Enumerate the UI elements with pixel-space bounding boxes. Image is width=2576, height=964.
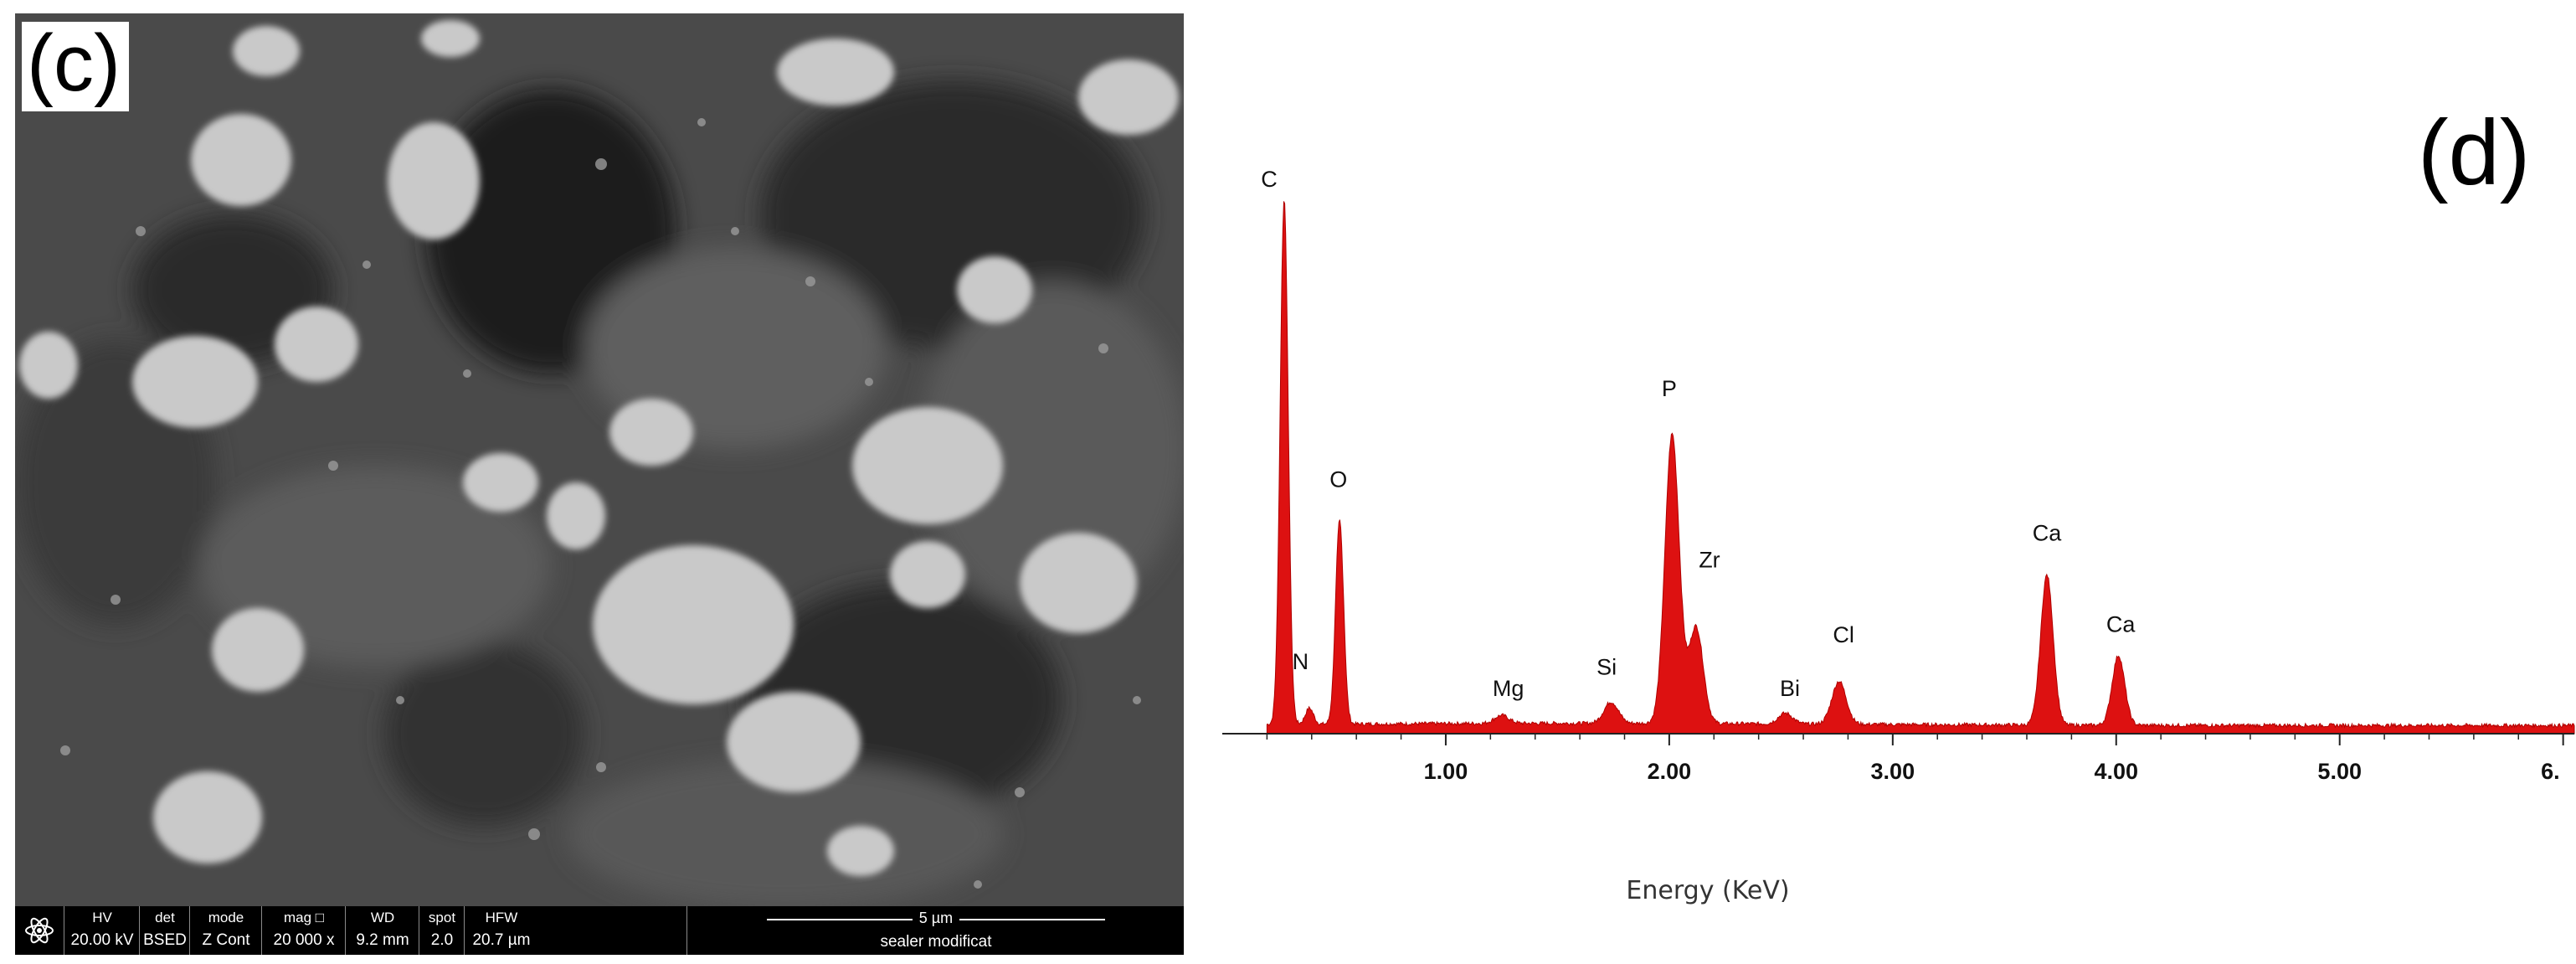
peak-label-cl: Cl xyxy=(1833,622,1854,647)
peak-label-p: P xyxy=(1662,376,1677,401)
x-tick-label: 6. xyxy=(2541,759,2560,784)
databar-value: 9.2 mm xyxy=(356,931,409,949)
databar-value: 20.00 kV xyxy=(70,931,134,949)
sem-micrograph-panel: (c) HV 20.00 kV det BSED mode Z Cont xyxy=(15,13,1184,955)
sem-micrograph-image xyxy=(15,13,1184,906)
databar-value: Z Cont xyxy=(202,931,250,949)
scale-bar-cell: 5 µm sealer modificat xyxy=(686,906,1184,955)
x-tick-label: 2.00 xyxy=(1648,759,1692,784)
x-tick-label: 1.00 xyxy=(1424,759,1468,784)
databar-hfw: HFW 20.7 µm xyxy=(464,906,538,955)
spectrum-area xyxy=(1266,201,2575,735)
panel-c-label: (c) xyxy=(22,21,129,111)
eds-spectrum-chart: 1.00 2.00 3.00 4.00 5.00 6. CNOMgSiPZrBiClCaC… xyxy=(1222,167,2575,784)
databar-value: BSED xyxy=(143,931,187,949)
x-axis-ticks: 1.00 2.00 3.00 4.00 5.00 6. xyxy=(1266,734,2564,784)
peak-label-mg: Mg xyxy=(1493,676,1525,701)
databar-value: 2.0 xyxy=(430,931,454,949)
sample-name-label: sealer modificat xyxy=(880,933,992,951)
databar-value: 20 000 x xyxy=(273,931,335,949)
databar-header: spot xyxy=(428,910,456,925)
databar-wd: WD 9.2 mm xyxy=(345,906,419,955)
spectrum-fill xyxy=(1266,201,2575,735)
peak-label-bi: Bi xyxy=(1780,676,1800,701)
peak-label-n: N xyxy=(1293,649,1309,674)
databar-value: 20.7 µm xyxy=(472,931,531,949)
databar-header: HFW xyxy=(485,910,518,925)
peak-label-zr: Zr xyxy=(1699,548,1720,573)
panel-d-label: (d) xyxy=(2418,101,2531,204)
databar-header: mode xyxy=(208,910,244,925)
peak-labels: C N O Mg Si P Zr Bi Cl Ca Ca xyxy=(1261,167,2136,701)
databar-det: det BSED xyxy=(139,906,190,955)
databar-mode: mode Z Cont xyxy=(189,906,262,955)
peak-label-o: O xyxy=(1329,467,1347,492)
databar-mag: mag □ 20 000 x xyxy=(261,906,346,955)
databar-header: det xyxy=(155,910,175,925)
x-tick-label: 4.00 xyxy=(2094,759,2138,784)
peak-label-ca: Ca xyxy=(2033,521,2062,546)
x-tick-label: 3.00 xyxy=(1871,759,1915,784)
databar-hv: HV 20.00 kV xyxy=(64,906,140,955)
scale-bar-label: 5 µm xyxy=(912,910,960,926)
peak-label-si: Si xyxy=(1597,655,1617,680)
databar-header: WD xyxy=(370,910,395,925)
peak-label-c: C xyxy=(1261,167,1278,192)
sem-databar: HV 20.00 kV det BSED mode Z Cont mag □ 2… xyxy=(15,906,1184,955)
databar-spot: spot 2.0 xyxy=(419,906,465,955)
databar-header: HV xyxy=(92,910,112,925)
x-axis-title: Energy (KeV) xyxy=(1626,876,1790,905)
x-tick-label: 5.00 xyxy=(2317,759,2362,784)
databar-header: mag □ xyxy=(283,910,325,925)
peak-label-ca: Ca xyxy=(2106,611,2136,637)
fei-logo-icon xyxy=(15,906,64,955)
